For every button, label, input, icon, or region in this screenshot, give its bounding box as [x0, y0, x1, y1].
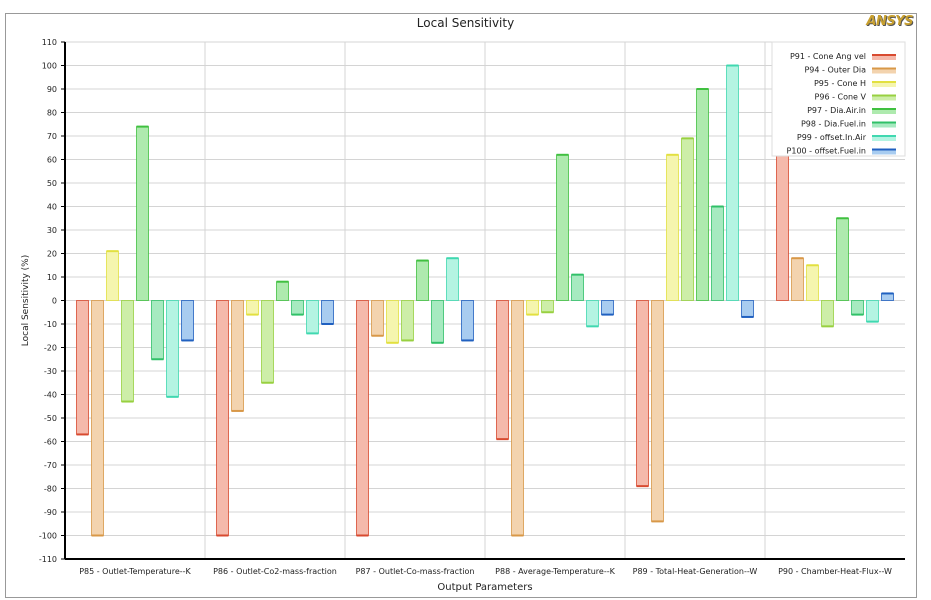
y-tick-label: 10: [47, 273, 57, 282]
bar: [526, 300, 539, 315]
y-tick-label: -110: [39, 555, 57, 564]
y-tick-label: 90: [47, 85, 57, 94]
bar: [461, 300, 474, 341]
y-tick-label: -80: [44, 485, 57, 494]
bar: [511, 300, 524, 536]
legend-swatch: [872, 82, 896, 87]
bar: [181, 300, 194, 341]
bar: [681, 137, 694, 301]
bar: [851, 300, 864, 315]
y-tick-label: -20: [44, 344, 57, 353]
y-tick-label: 80: [47, 109, 57, 118]
y-tick-label: -30: [44, 367, 57, 376]
bar: [711, 206, 724, 301]
legend-swatch: [872, 109, 896, 114]
legend-swatch: [872, 136, 896, 141]
bar: [866, 300, 879, 323]
legend-label: P97 - Dia.Air.in: [807, 106, 866, 115]
bar: [106, 250, 119, 301]
bar: [726, 65, 739, 301]
y-tick-label: 110: [42, 38, 57, 47]
x-tick-label: P85 - Outlet-Temperature--K: [79, 567, 191, 576]
legend-label: P100 - offset.Fuel.in: [787, 147, 866, 156]
bar: [386, 300, 399, 344]
bar: [136, 126, 149, 301]
bar: [416, 260, 429, 301]
y-tick-label: 30: [47, 226, 57, 235]
bar: [651, 300, 664, 522]
legend-swatch: [872, 149, 896, 155]
legend-swatch: [872, 68, 896, 74]
y-tick-label: 40: [47, 203, 57, 212]
bar: [446, 257, 459, 301]
legend-label: P98 - Dia.Fuel.in: [801, 120, 866, 129]
bar: [216, 300, 229, 536]
x-axis-label: Output Parameters: [437, 582, 532, 593]
bar: [666, 154, 679, 301]
y-tick-label: -10: [44, 320, 57, 329]
legend-label: P96 - Cone V: [815, 93, 867, 102]
bar: [321, 300, 334, 325]
y-tick-label: -100: [39, 532, 57, 541]
y-tick-label: -40: [44, 391, 57, 400]
bar: [741, 300, 754, 318]
x-tick-label: P88 - Average-Temperature--K: [495, 567, 615, 576]
bar: [881, 293, 894, 301]
bar: [571, 274, 584, 301]
x-tick-label: P87 - Outlet-Co-mass-fraction: [356, 567, 475, 576]
bar: [306, 300, 319, 334]
chart-frame: [5, 13, 917, 598]
bar: [246, 300, 259, 315]
bar: [541, 300, 554, 313]
bar: [371, 300, 384, 337]
bar: [151, 300, 164, 360]
y-tick-label: 70: [47, 132, 57, 141]
legend-label: P99 - offset.In.Air: [797, 133, 867, 142]
bar: [291, 300, 304, 315]
y-tick-label: 50: [47, 179, 57, 188]
bar: [696, 88, 709, 301]
bar: [431, 300, 444, 344]
bar: [806, 264, 819, 301]
legend-label: P94 - Outer Dia: [804, 66, 866, 75]
bar: [836, 217, 849, 301]
ansys-logo: ANSYS: [866, 14, 913, 29]
bar: [231, 300, 244, 412]
bar: [791, 257, 804, 301]
y-tick-label: -70: [44, 461, 57, 470]
bar: [261, 300, 274, 384]
x-tick-label: P90 - Chamber-Heat-Flux--W: [778, 567, 892, 576]
bar: [121, 300, 134, 402]
x-tick-label: P89 - Total-Heat-Generation--W: [633, 567, 758, 576]
y-tick-label: -90: [44, 508, 57, 517]
y-tick-label: 60: [47, 156, 57, 165]
bar: [821, 300, 834, 327]
bar: [636, 300, 649, 487]
legend-swatch: [872, 122, 896, 128]
bar: [356, 300, 369, 536]
legend-swatch: [872, 95, 896, 101]
legend-label: P91 - Cone Ang vel: [790, 52, 866, 61]
bar: [556, 154, 569, 301]
bar: [586, 300, 599, 327]
legend-swatch: [872, 55, 896, 60]
chart-title: Local Sensitivity: [416, 16, 515, 30]
y-tick-label: -50: [44, 414, 57, 423]
y-tick-label: 20: [47, 250, 57, 259]
y-tick-label: 100: [42, 62, 57, 71]
bar: [601, 300, 614, 315]
bar: [401, 300, 414, 341]
y-tick-label: 0: [52, 297, 57, 306]
x-tick-label: P86 - Outlet-Co2-mass-fraction: [213, 567, 337, 576]
y-tick-label: -60: [44, 438, 57, 447]
legend-label: P95 - Cone H: [814, 79, 866, 88]
bar: [91, 300, 104, 536]
bar: [276, 281, 289, 301]
bar: [166, 300, 179, 398]
bar: [496, 300, 509, 440]
bar: [76, 300, 89, 435]
y-axis-label: Local Sensitivity (%): [21, 255, 31, 346]
